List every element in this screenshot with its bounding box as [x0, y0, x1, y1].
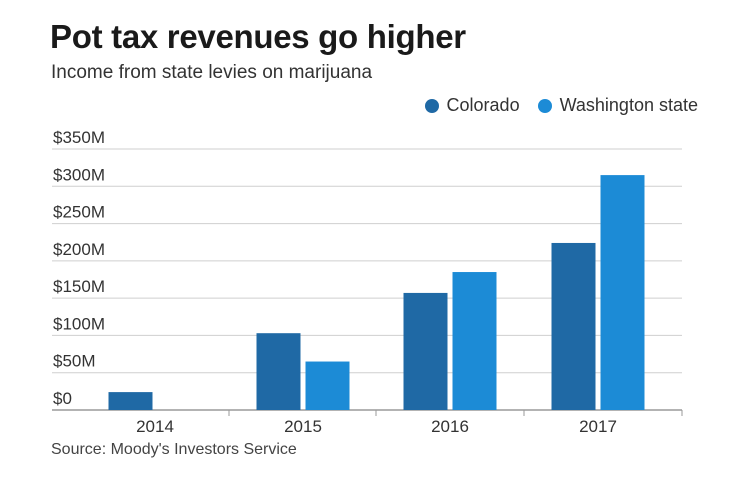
chart-subtitle: Income from state levies on marijuana: [51, 62, 373, 83]
y-tick-label: $200M: [53, 240, 105, 259]
legend-label-colorado: Colorado: [446, 95, 520, 115]
y-tick-label: $150M: [53, 277, 105, 296]
legend-swatch-washington: [537, 98, 552, 113]
bar-colorado-2016: [403, 292, 448, 410]
y-tick-label: $300M: [53, 165, 105, 184]
bar-colorado-2014: [108, 392, 153, 410]
bar-washington-state-2015: [305, 361, 350, 410]
legend-swatch-colorado: [424, 98, 439, 113]
bar-washington-state-2017: [600, 175, 645, 410]
y-tick-label: $350M: [53, 128, 105, 147]
y-tick-label: $250M: [53, 203, 105, 222]
x-tick-label: 2014: [136, 417, 174, 436]
legend: Colorado Washington state: [407, 95, 698, 116]
y-tick-label: $50M: [53, 352, 96, 371]
y-tick-label: $0: [53, 389, 72, 408]
bar-colorado-2017: [551, 242, 596, 410]
y-tick-label: $100M: [53, 314, 105, 333]
bar-colorado-2015: [256, 333, 301, 410]
legend-item-washington: Washington state: [537, 95, 698, 116]
legend-label-washington: Washington state: [559, 95, 698, 115]
legend-item-colorado: Colorado: [424, 95, 520, 116]
x-tick-label: 2016: [431, 417, 469, 436]
bar-washington-state-2016: [452, 272, 497, 410]
source-note: Source: Moody's Investors Service: [51, 441, 297, 458]
x-tick-label: 2015: [284, 417, 322, 436]
chart-title: Pot tax revenues go higher: [50, 18, 466, 55]
x-tick-label: 2017: [579, 417, 617, 436]
